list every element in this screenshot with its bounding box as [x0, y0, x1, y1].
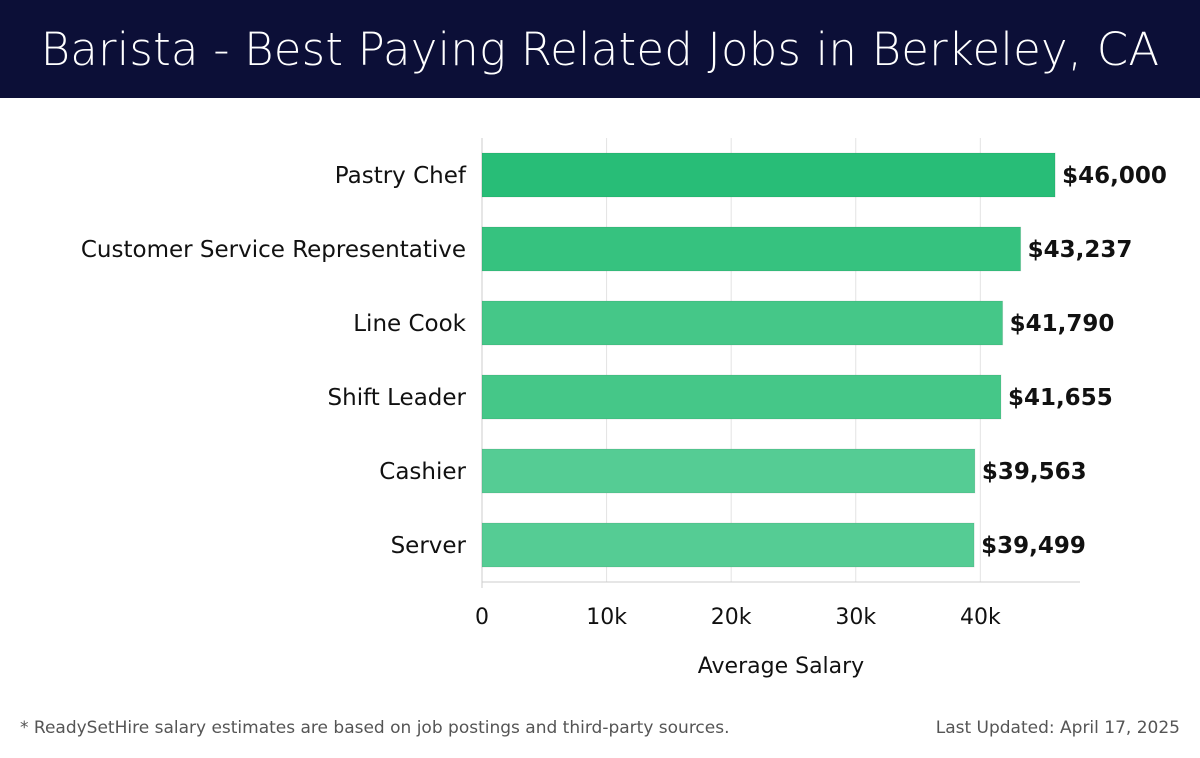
x-tick-label: 10k	[586, 605, 627, 630]
bar	[481, 374, 1002, 420]
bar	[481, 448, 976, 494]
category-label: Cashier	[379, 459, 466, 485]
x-tick-label: 20k	[711, 605, 752, 630]
header-banner: Barista - Best Paying Related Jobs in Be…	[0, 0, 1200, 98]
bar	[481, 300, 1004, 346]
value-label: $39,499	[981, 533, 1086, 559]
category-label: Shift Leader	[328, 385, 467, 411]
last-updated: Last Updated: April 17, 2025	[935, 718, 1180, 738]
x-tick-label: 40k	[960, 605, 1001, 630]
value-label: $39,563	[982, 459, 1087, 485]
x-tick-label: 30k	[835, 605, 876, 630]
value-label: $41,790	[1010, 311, 1115, 337]
category-label: Pastry Chef	[335, 163, 467, 189]
value-label: $43,237	[1028, 237, 1133, 263]
value-label: $41,655	[1008, 385, 1113, 411]
bar	[481, 522, 975, 568]
bar	[481, 226, 1022, 272]
category-label: Line Cook	[353, 311, 466, 337]
bar	[481, 152, 1056, 198]
category-label: Customer Service Representative	[81, 237, 466, 263]
footer-note: * ReadySetHire salary estimates are base…	[20, 718, 730, 738]
chart-title: Barista - Best Paying Related Jobs in Be…	[40, 22, 1160, 76]
x-tick-label: 0	[475, 605, 489, 630]
x-axis-label: Average Salary	[698, 654, 864, 679]
value-label: $46,000	[1062, 163, 1167, 189]
category-label: Server	[391, 533, 467, 559]
